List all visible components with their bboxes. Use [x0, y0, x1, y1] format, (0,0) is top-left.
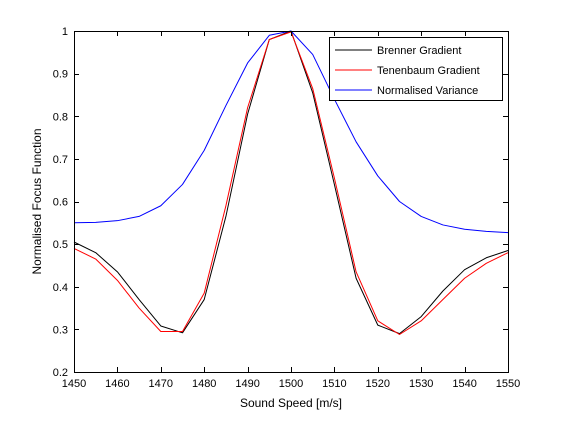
x-tick-label: 1450: [62, 378, 86, 390]
x-tick-label: 1470: [149, 378, 173, 390]
y-tick-label: 0.2: [53, 367, 68, 379]
x-tick-label: 1540: [452, 378, 476, 390]
y-tick-label: 0.9: [53, 69, 68, 81]
y-tick-label: 1: [62, 26, 68, 38]
y-tick-label: 0.8: [53, 111, 68, 123]
y-tick-label: 0.6: [53, 197, 68, 209]
x-tick-label: 1530: [409, 378, 433, 390]
legend-label: Brenner Gradient: [377, 45, 461, 57]
legend: Brenner Gradient Tenenbaum Gradient Normal…: [329, 37, 503, 101]
plot-frame: [74, 31, 509, 373]
x-tick-label: 1510: [322, 378, 346, 390]
axis-ticks: 1450 1460 1470 1480 1490 1500 1510 1520 1530 1540…: [53, 26, 521, 390]
y-tick-label: 0.7: [53, 154, 68, 166]
x-tick-label: 1550: [496, 378, 520, 390]
legend-label: Normalised Variance: [377, 85, 478, 97]
x-tick-label: 1480: [192, 378, 216, 390]
y-tick-label: 0.5: [53, 239, 68, 251]
y-tick-label: 0.3: [53, 324, 68, 336]
y-tick-label: 0.4: [53, 282, 68, 294]
y-axis-label: Normalised Focus Function: [30, 128, 44, 274]
x-tick-label: 1500: [279, 378, 303, 390]
x-tick-label: 1460: [105, 378, 129, 390]
x-axis-label: Sound Speed [m/s]: [240, 396, 342, 410]
x-tick-label: 1490: [235, 378, 259, 390]
legend-label: Tenenbaum Gradient: [377, 65, 480, 77]
x-tick-label: 1520: [366, 378, 390, 390]
